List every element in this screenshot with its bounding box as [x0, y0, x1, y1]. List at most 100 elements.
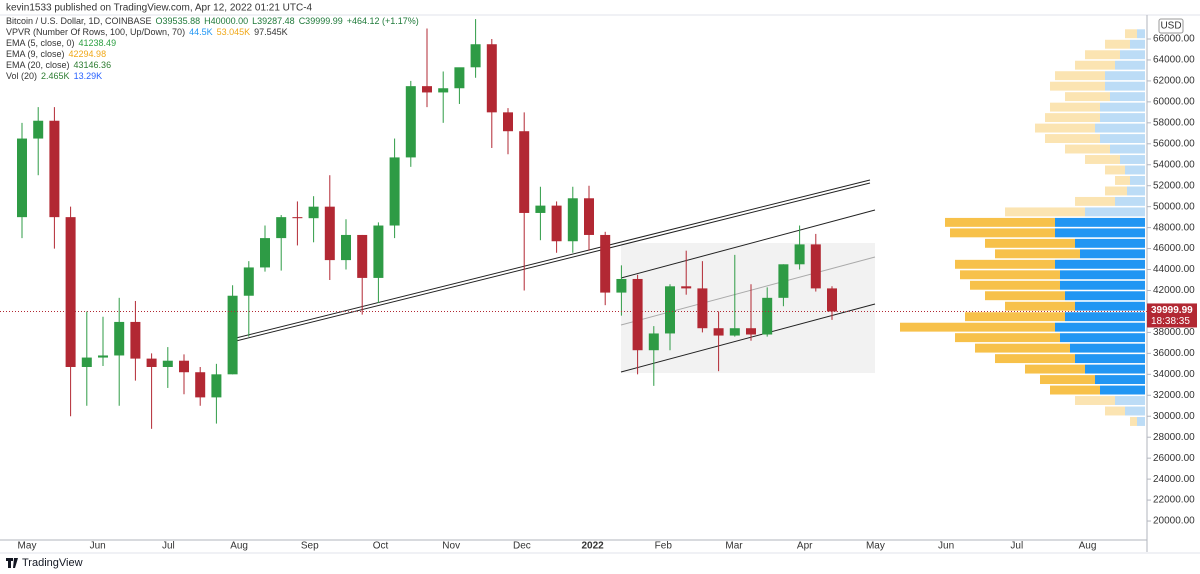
profile-up: [1070, 343, 1145, 353]
profile-down: [1085, 155, 1120, 164]
profile-down: [1050, 81, 1105, 91]
brand-logo: [6, 558, 18, 568]
y-tick-label: 30000.00: [1153, 411, 1195, 422]
profile-down: [900, 322, 1055, 332]
candle-body: [292, 217, 303, 219]
candle-body: [713, 328, 724, 336]
profile-down: [1105, 186, 1127, 196]
profile-up: [1120, 50, 1145, 60]
x-tick-label: Jul: [1010, 541, 1023, 552]
candle-body: [827, 288, 837, 312]
legend-row: EMA (20, close) 43146.36: [6, 60, 111, 70]
profile-down: [1075, 60, 1115, 70]
legend-value: 44.5K: [189, 27, 213, 37]
countdown: 18:38:35: [1151, 316, 1190, 327]
profile-down: [1075, 196, 1115, 206]
currency-box[interactable]: [1158, 18, 1184, 34]
candle-body: [632, 278, 643, 351]
x-tick-label: Sep: [301, 541, 319, 552]
profile-up: [1130, 39, 1145, 49]
profile-down: [1045, 113, 1100, 123]
candle-body: [519, 131, 530, 213]
candle-body: [778, 264, 789, 298]
profile-up: [1125, 165, 1145, 175]
x-tick-label: May: [866, 541, 885, 552]
profile-down: [1055, 71, 1105, 81]
legend-name: Bitcoin / U.S. Dollar, 1D, COINBASE: [6, 16, 152, 26]
candle-body: [211, 374, 222, 398]
legend-value: C39999.99: [299, 16, 343, 26]
y-tick-label: 56000.00: [1153, 138, 1195, 149]
candle-body: [762, 297, 773, 335]
profile-down: [1005, 207, 1085, 217]
candle-body: [243, 267, 254, 296]
candle-body: [357, 234, 368, 278]
profile-up: [1105, 81, 1145, 91]
profile-up: [1060, 333, 1145, 343]
legend-value: O39535.88: [156, 16, 201, 26]
currency[interactable]: USD: [1160, 21, 1181, 32]
profile-down: [1005, 301, 1075, 311]
legend-row: EMA (9, close) 42294.98: [6, 49, 106, 59]
candle-body: [486, 44, 497, 113]
y-tick-label: 24000.00: [1153, 474, 1195, 485]
x-tick-label: Nov: [442, 541, 460, 552]
candle-body: [405, 86, 416, 158]
profile-down: [1050, 102, 1100, 112]
y-tick-label: 28000.00: [1153, 432, 1195, 443]
legend-row: Bitcoin / U.S. Dollar, 1D, COINBASE O3953…: [6, 16, 419, 26]
candle-body: [600, 234, 611, 293]
profile-down: [1105, 406, 1125, 416]
profile-down: [1115, 176, 1130, 185]
y-tick-label: 46000.00: [1153, 243, 1195, 254]
profile-down: [1085, 50, 1120, 60]
brand: TradingView: [22, 557, 83, 569]
candle-body: [162, 360, 173, 367]
profile-down: [960, 270, 1060, 280]
candle-body: [130, 321, 141, 359]
candle-body: [616, 278, 627, 293]
profile-down: [1065, 144, 1110, 154]
legend-value: L39287.48: [252, 16, 295, 26]
profile-down: [1040, 375, 1095, 385]
candle-body: [470, 44, 481, 68]
profile-down: [1105, 165, 1125, 175]
profile-down: [955, 333, 1060, 343]
legend-value: 41238.49: [79, 38, 117, 48]
legend-name: VPVR (Number Of Rows, 100, Up/Down, 70): [6, 27, 185, 37]
profile-up: [1100, 102, 1145, 112]
candle-body: [794, 244, 805, 265]
x-tick-label: Mar: [725, 541, 743, 552]
profile-down: [970, 280, 1060, 290]
candle-body: [665, 286, 675, 334]
candle-body: [195, 372, 206, 398]
profile-down: [1050, 385, 1100, 395]
candle-body: [324, 206, 335, 261]
profile-up: [1055, 217, 1145, 227]
series: [17, 19, 1145, 429]
profile-up: [1095, 123, 1145, 133]
legend-name: Vol (20): [6, 71, 37, 81]
profile-down: [1130, 417, 1137, 426]
candle-body: [438, 88, 449, 93]
profile-up: [1095, 375, 1145, 385]
legend-value: 2.465K: [41, 71, 70, 81]
legend-name: EMA (5, close, 0): [6, 38, 75, 48]
x-tick-label: Aug: [230, 541, 248, 552]
profile-up: [1137, 417, 1145, 426]
profile-up: [1115, 396, 1145, 405]
profile-up: [1115, 60, 1145, 70]
y-tick-label: 60000.00: [1153, 97, 1195, 108]
candle-body: [65, 217, 76, 367]
legend-value: H40000.00: [204, 16, 248, 26]
profile-down: [985, 238, 1075, 248]
y-tick-label: 38000.00: [1153, 327, 1195, 338]
profile-down: [1045, 134, 1100, 144]
y-tick-label: 22000.00: [1153, 495, 1195, 506]
y-tick-label: 20000.00: [1153, 516, 1195, 527]
legend-value: +464.12 (+1.17%): [347, 16, 419, 26]
candle-body: [276, 217, 287, 239]
profile-down: [1125, 29, 1137, 39]
x-tick-label: Oct: [373, 541, 389, 552]
candle-body: [389, 157, 400, 226]
